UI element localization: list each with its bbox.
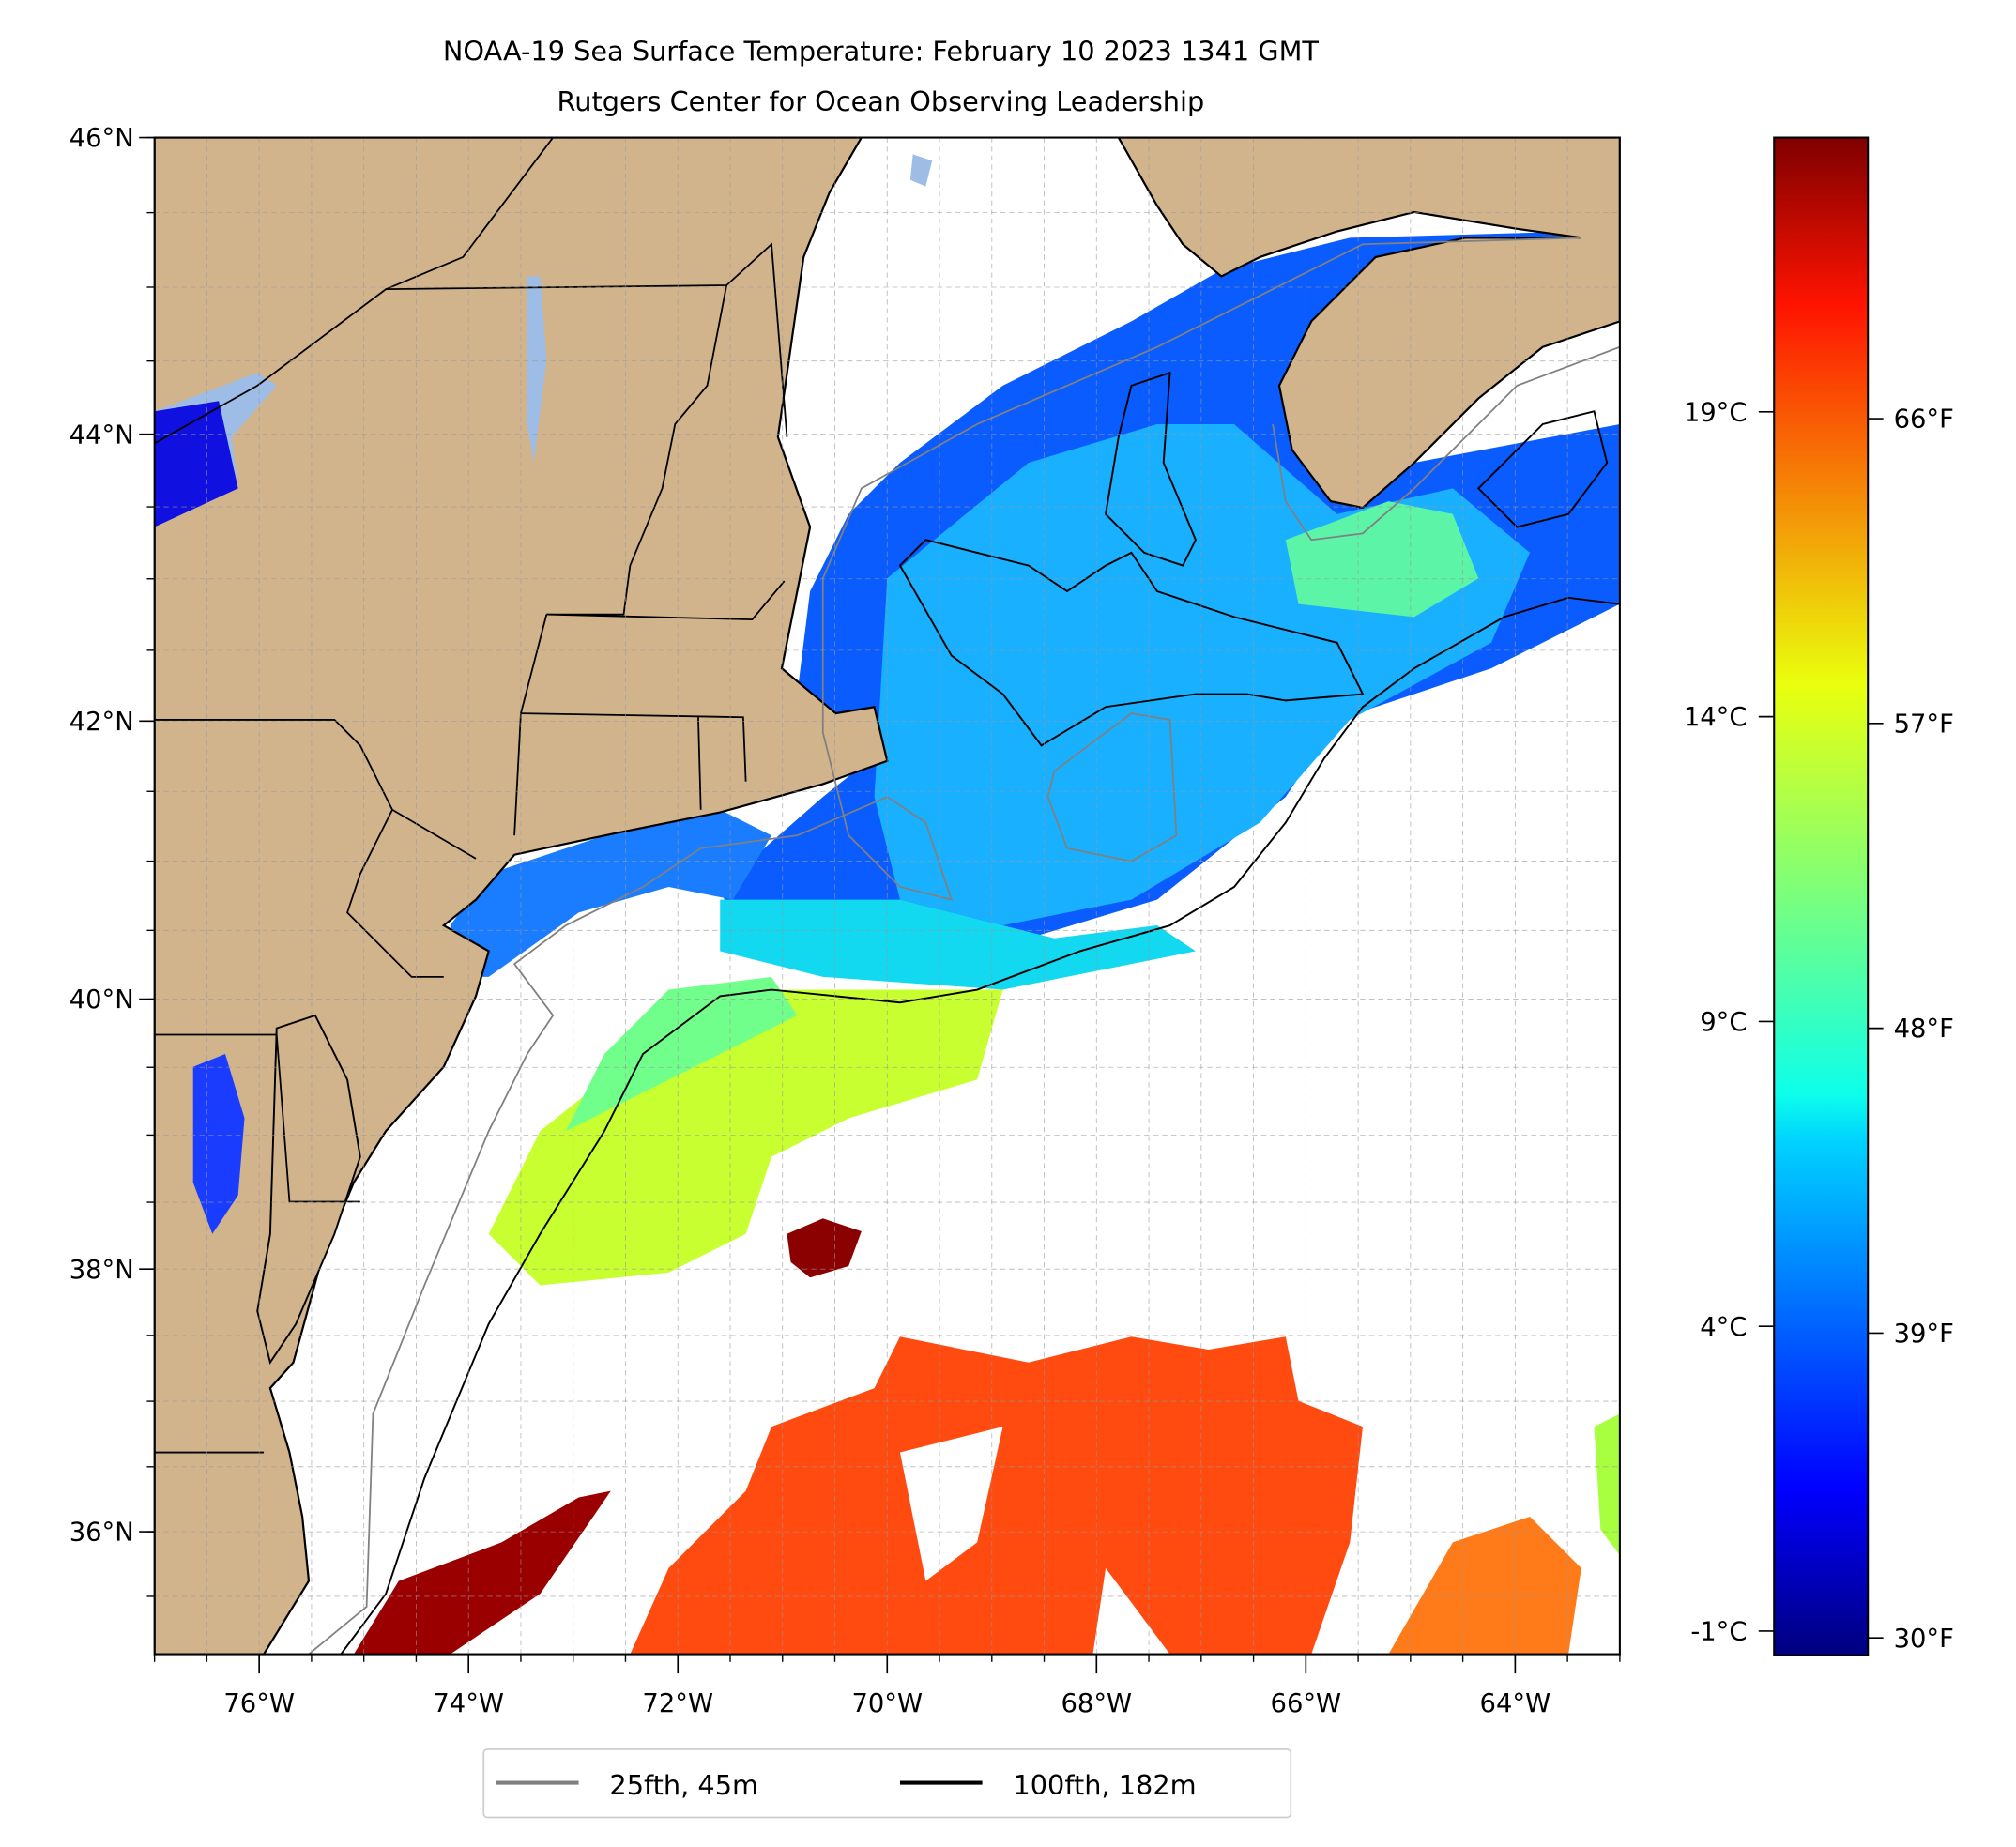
lat-tick-label: 38°N bbox=[69, 1256, 134, 1285]
legend: 25fth, 45m 100fth, 182m bbox=[482, 1748, 1292, 1819]
lat-tick-label: 44°N bbox=[69, 420, 134, 450]
chart-title: NOAA-19 Sea Surface Temperature: Februar… bbox=[443, 35, 1319, 67]
gridlines bbox=[154, 137, 1620, 1655]
lon-tick-label: 68°W bbox=[1061, 1689, 1133, 1718]
colorbar-label-c: 19°C bbox=[1684, 398, 1748, 427]
colorbar-celsius-ticks: -1°C 4°C 9°C 14°C 19°C bbox=[1684, 398, 1775, 1647]
lon-axis: 76°W 74°W 72°W 70°W 68°W 66°W 64°W bbox=[153, 1654, 1621, 1718]
lat-tick-label: 42°N bbox=[69, 708, 134, 737]
sst-warm-eddy bbox=[787, 1218, 862, 1278]
isobath-100fth bbox=[340, 371, 1620, 1655]
colorbar-label-f: 57°F bbox=[1894, 710, 1954, 739]
chesapeake-bay bbox=[192, 1054, 245, 1234]
legend-label-100fth: 100fth, 182m bbox=[1013, 1769, 1196, 1801]
lat-tick-label: 40°N bbox=[69, 985, 134, 1015]
lake-champlain bbox=[527, 276, 547, 464]
lat-tick-label: 36°N bbox=[69, 1519, 134, 1548]
sst-gulf-stream-main bbox=[630, 1336, 1363, 1655]
sst-east-patch bbox=[1594, 1413, 1620, 1556]
colorbar-label-c: 4°C bbox=[1700, 1313, 1747, 1342]
colorbar-label-f: 48°F bbox=[1894, 1015, 1954, 1044]
colorbar-label-c: 9°C bbox=[1700, 1008, 1747, 1037]
colorbar bbox=[1773, 136, 1870, 1656]
lon-tick-label: 74°W bbox=[433, 1689, 504, 1718]
colorbar-label-f: 30°F bbox=[1894, 1625, 1954, 1654]
map-area bbox=[154, 137, 1620, 1655]
lon-tick-label: 66°W bbox=[1271, 1689, 1342, 1718]
lat-tick-label: 46°N bbox=[69, 124, 134, 153]
lat-axis: 46°N 44°N 42°N 40°N 38°N 36°N bbox=[69, 124, 155, 1597]
legend-label-25fth: 25fth, 45m bbox=[609, 1769, 758, 1801]
lake-moosehead bbox=[909, 154, 933, 187]
lon-tick-label: 72°W bbox=[642, 1689, 713, 1718]
sst-scotian-shelf bbox=[1285, 501, 1479, 618]
lon-tick-label: 70°W bbox=[851, 1689, 923, 1718]
legend-box bbox=[482, 1748, 1292, 1819]
sst-shelf-cyan bbox=[720, 899, 1196, 990]
colorbar-label-f: 66°F bbox=[1894, 405, 1954, 435]
sst-gulf-stream-east bbox=[1388, 1517, 1581, 1655]
colorbar-label-c: 14°C bbox=[1684, 703, 1748, 732]
lon-tick-label: 76°W bbox=[223, 1689, 295, 1718]
colorbar-label-f: 39°F bbox=[1894, 1320, 1954, 1349]
land-delmarva bbox=[256, 1014, 361, 1366]
colorbar-fahrenheit-ticks: 30°F 39°F 48°F 57°F 66°F bbox=[1868, 405, 1954, 1654]
lon-tick-label: 64°W bbox=[1480, 1689, 1551, 1718]
chart-subtitle: Rutgers Center for Ocean Observing Leade… bbox=[557, 85, 1205, 117]
sst-mid-atlantic-shelf bbox=[450, 809, 772, 977]
land-canada bbox=[1117, 137, 1620, 510]
land-us bbox=[154, 137, 889, 1655]
colorbar-label-c: -1°C bbox=[1690, 1618, 1747, 1647]
